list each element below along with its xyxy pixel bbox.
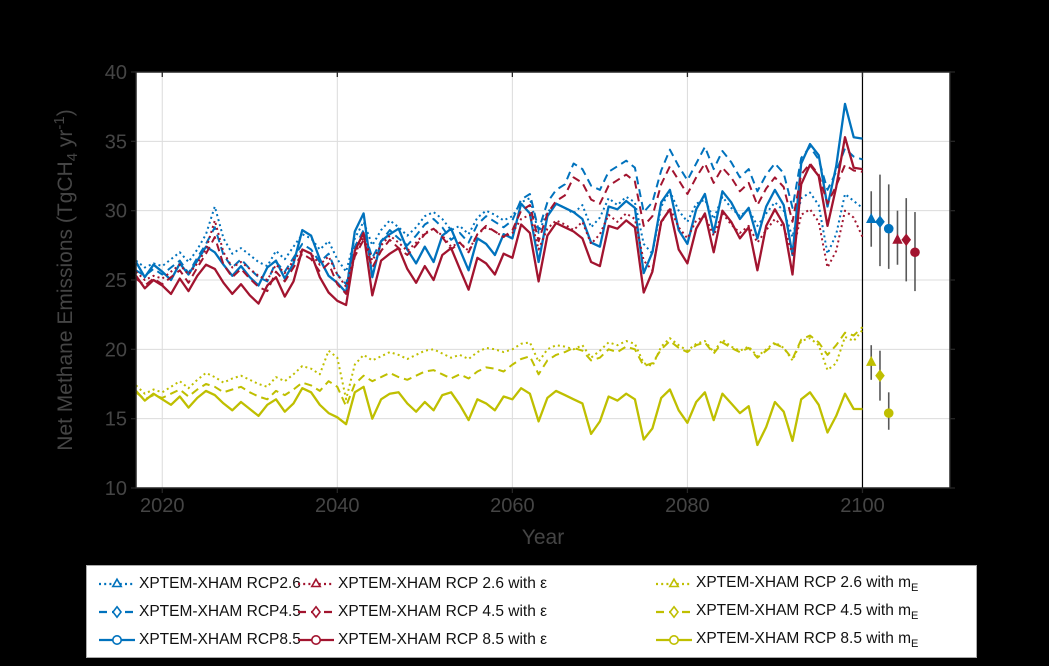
circle-marker-icon — [112, 635, 122, 645]
legend-label: XPTEM-XHAM RCP 2.6 with ε — [338, 575, 548, 593]
endpoint-rcp26-me — [866, 345, 877, 380]
legend-item-rcp45-eps: XPTEM-XHAM RCP 4.5 with ε — [296, 598, 654, 626]
legend-sample-solid-line — [656, 635, 692, 645]
y-tick-label: 40 — [105, 62, 127, 84]
triangle-marker-icon — [310, 577, 322, 588]
diamond-marker — [875, 215, 885, 229]
legend-column-3: XPTEM-XHAM RCP 2.6 with mE XPTEM-XHAM RCP… — [654, 570, 976, 657]
x-tick-label: 2080 — [665, 495, 710, 517]
x-axis-label: Year — [522, 526, 564, 549]
series-line-rcp85-me — [135, 385, 863, 447]
legend-sample-dotted-line — [99, 577, 135, 588]
legend-column-2: XPTEM-XHAM RCP 2.6 with ε XPTEM-XHAM RCP … — [296, 570, 654, 657]
endpoint-rcp85 — [883, 184, 894, 269]
x-tick-label: 2040 — [315, 495, 360, 517]
y-tick-label: 25 — [105, 270, 127, 292]
legend-sample-dotted-line — [656, 577, 692, 588]
legend-label: XPTEM-XHAM RCP2.6 — [139, 575, 301, 593]
y-tick-label: 10 — [105, 478, 127, 500]
triangle-marker — [892, 233, 903, 244]
diamond-marker-icon — [668, 605, 680, 619]
legend-sample-dashed-line — [656, 605, 692, 619]
endpoint-rcp26-eps — [892, 210, 903, 265]
circle-marker-icon — [669, 635, 679, 645]
triangle-marker — [866, 212, 877, 223]
series-line-rcp85 — [135, 102, 863, 294]
legend-item-rcp26-me: XPTEM-XHAM RCP 2.6 with mE — [654, 570, 976, 598]
legend-item-rcp85-eps: XPTEM-XHAM RCP 8.5 with ε — [296, 626, 654, 654]
circle-marker — [883, 408, 894, 418]
diamond-marker — [875, 369, 885, 382]
endpoint-rcp45 — [875, 174, 885, 267]
legend-sample-dashed-line — [298, 605, 334, 619]
diamond-marker-icon — [310, 605, 322, 619]
legend-label: XPTEM-XHAM RCP8.5 — [139, 631, 301, 649]
y-tick-label: 20 — [105, 339, 127, 361]
endpoint-rcp85-me — [883, 392, 894, 430]
legend-sample-solid-line — [298, 635, 334, 645]
legend-item-rcp26-eps: XPTEM-XHAM RCP 2.6 with ε — [296, 570, 654, 598]
legend-item-rcp45-me: XPTEM-XHAM RCP 4.5 with mE — [654, 598, 976, 626]
diamond-marker-icon — [111, 605, 123, 619]
endpoint-rcp45-me — [875, 350, 885, 401]
legend-item-rcp26: XPTEM-XHAM RCP2.6 — [97, 570, 301, 598]
legend-item-rcp45: XPTEM-XHAM RCP4.5 — [97, 598, 301, 626]
y-axis-label: Net Methane Emissions (TgCH4 yr-1) — [51, 109, 81, 450]
legend-label: XPTEM-XHAM RCP 8.5 with mE — [696, 629, 919, 650]
legend-label: XPTEM-XHAM RCP 8.5 with ε — [338, 631, 548, 649]
legend-label: XPTEM-XHAM RCP 4.5 with mE — [696, 601, 919, 622]
legend-sample-dotted-line — [298, 577, 334, 588]
series-line-rcp26 — [135, 190, 864, 273]
chart-plot: 2020 2040 2060 2080 2100 10 15 20 25 30 35 40 Year Ne… — [51, 62, 955, 549]
y-tick-label: 15 — [105, 409, 127, 431]
endpoint-rcp85-eps — [910, 212, 920, 292]
legend-label: XPTEM-XHAM RCP 4.5 with ε — [338, 603, 548, 621]
legend: XPTEM-XHAM RCP2.6 XPTEM-XHAM RCP4.5 XPTEM-… — [86, 565, 977, 658]
legend-sample-solid-line — [99, 635, 135, 645]
legend-item-rcp85-me: XPTEM-XHAM RCP 8.5 with mE — [654, 626, 976, 654]
triangle-marker — [866, 355, 877, 366]
triangle-marker-icon — [668, 577, 680, 588]
diamond-marker — [901, 233, 912, 247]
series-line-rcp45-eps — [135, 162, 863, 295]
y-tick-label: 30 — [105, 201, 127, 223]
legend-label: XPTEM-XHAM RCP4.5 — [139, 603, 301, 621]
x-tick-label: 2020 — [140, 495, 185, 517]
legend-sample-dashed-line — [99, 605, 135, 619]
endpoint-rcp26 — [866, 191, 877, 247]
endpoint-rcp45-eps — [901, 198, 912, 282]
x-tick-label: 2100 — [840, 495, 885, 517]
y-tick-label: 35 — [105, 131, 127, 153]
series-line-rcp85-eps — [135, 136, 863, 307]
circle-marker — [910, 247, 920, 258]
x-tick-label: 2060 — [490, 495, 535, 517]
legend-column-1: XPTEM-XHAM RCP2.6 XPTEM-XHAM RCP4.5 XPTEM-… — [97, 570, 301, 657]
legend-item-rcp85: XPTEM-XHAM RCP8.5 — [97, 626, 301, 654]
series-line-rcp26-eps — [135, 206, 864, 288]
circle-marker — [883, 223, 894, 234]
triangle-marker-icon — [111, 577, 123, 588]
circle-marker-icon — [311, 635, 321, 645]
series-line-rcp45-me — [135, 326, 864, 408]
legend-label: XPTEM-XHAM RCP 2.6 with mE — [696, 573, 919, 594]
series-line-rcp26-me — [135, 329, 864, 401]
